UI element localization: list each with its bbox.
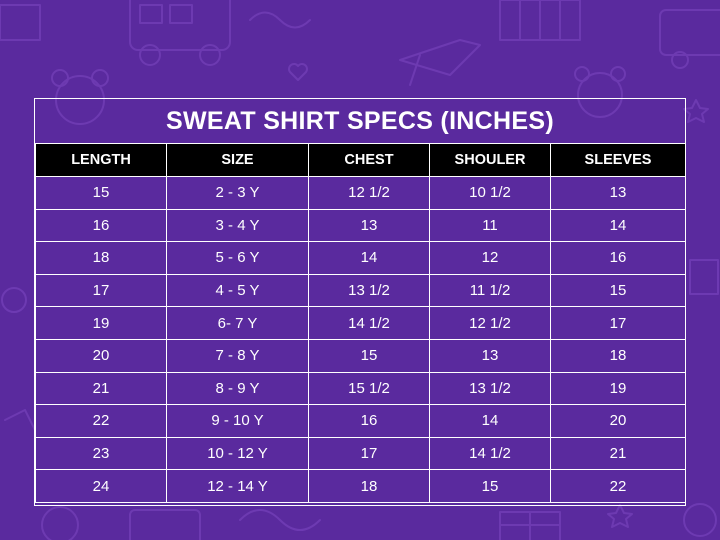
sleeves-cell: 13	[550, 176, 686, 210]
table-row: 19 6- 7 Y 14 1/2 12 1/2 17	[35, 306, 686, 340]
chest-cell: 15 1/2	[308, 371, 430, 406]
shoulder-cell: 10 1/2	[429, 176, 551, 210]
chest-cell: 14 1/2	[308, 306, 430, 340]
shoulder-cell: 13	[429, 338, 551, 373]
size-cell: 7 - 8 Y	[166, 338, 309, 373]
chest-cell: 16	[308, 404, 430, 438]
length-cell: 24	[35, 469, 167, 503]
header-sleeves: SLEEVES	[550, 143, 686, 177]
table-row: 16 3 - 4 Y 13 11 14	[35, 208, 686, 243]
size-cell: 9 - 10 Y	[166, 404, 309, 438]
length-cell: 17	[35, 273, 167, 308]
length-cell: 15	[35, 176, 167, 210]
sleeves-cell: 16	[550, 241, 686, 275]
size-chart-card: SWEAT SHIRT SPECS (INCHES) LENGTH SIZE C…	[34, 98, 686, 506]
chest-cell: 18	[308, 469, 430, 503]
size-cell: 8 - 9 Y	[166, 371, 309, 406]
length-cell: 19	[35, 306, 167, 340]
size-cell: 2 - 3 Y	[166, 176, 309, 210]
size-cell: 10 - 12 Y	[166, 436, 309, 471]
shoulder-cell: 12 1/2	[429, 306, 551, 340]
size-table: LENGTH SIZE CHEST SHOULER SLEEVES 15 2 - …	[35, 143, 686, 503]
header-chest: CHEST	[308, 143, 430, 177]
shoulder-cell: 14	[429, 404, 551, 438]
size-cell: 4 - 5 Y	[166, 273, 309, 308]
shoulder-cell: 13 1/2	[429, 371, 551, 406]
size-cell: 5 - 6 Y	[166, 241, 309, 275]
sleeves-cell: 22	[550, 469, 686, 503]
length-cell: 18	[35, 241, 167, 275]
length-cell: 20	[35, 338, 167, 373]
size-cell: 3 - 4 Y	[166, 208, 309, 243]
chart-title: SWEAT SHIRT SPECS (INCHES)	[166, 106, 554, 135]
length-cell: 16	[35, 208, 167, 243]
size-cell: 6- 7 Y	[166, 306, 309, 340]
table-row: 23 10 - 12 Y 17 14 1/2 21	[35, 436, 686, 471]
header-shoulder: SHOULER	[429, 143, 551, 177]
sleeves-cell: 21	[550, 436, 686, 471]
sleeves-cell: 15	[550, 273, 686, 308]
shoulder-cell: 14 1/2	[429, 436, 551, 471]
shoulder-cell: 11	[429, 208, 551, 243]
chest-cell: 13 1/2	[308, 273, 430, 308]
sleeves-cell: 20	[550, 404, 686, 438]
chest-cell: 17	[308, 436, 430, 471]
chest-cell: 15	[308, 338, 430, 373]
chest-cell: 13	[308, 208, 430, 243]
table-row: 24 12 - 14 Y 18 15 22	[35, 469, 686, 503]
table-row: 21 8 - 9 Y 15 1/2 13 1/2 19	[35, 371, 686, 406]
shoulder-cell: 12	[429, 241, 551, 275]
length-cell: 22	[35, 404, 167, 438]
chest-cell: 12 1/2	[308, 176, 430, 210]
table-row: 20 7 - 8 Y 15 13 18	[35, 338, 686, 373]
table-row: 18 5 - 6 Y 14 12 16	[35, 241, 686, 275]
size-cell: 12 - 14 Y	[166, 469, 309, 503]
length-cell: 23	[35, 436, 167, 471]
header-size: SIZE	[166, 143, 309, 177]
sleeves-cell: 17	[550, 306, 686, 340]
table-row: 22 9 - 10 Y 16 14 20	[35, 404, 686, 438]
length-cell: 21	[35, 371, 167, 406]
sleeves-cell: 18	[550, 338, 686, 373]
sleeves-cell: 19	[550, 371, 686, 406]
table-row: 17 4 - 5 Y 13 1/2 11 1/2 15	[35, 273, 686, 308]
chest-cell: 14	[308, 241, 430, 275]
table-row: 15 2 - 3 Y 12 1/2 10 1/2 13	[35, 176, 686, 210]
header-row: LENGTH SIZE CHEST SHOULER SLEEVES	[35, 143, 686, 177]
shoulder-cell: 15	[429, 469, 551, 503]
shoulder-cell: 11 1/2	[429, 273, 551, 308]
sleeves-cell: 14	[550, 208, 686, 243]
header-length: LENGTH	[35, 143, 167, 177]
